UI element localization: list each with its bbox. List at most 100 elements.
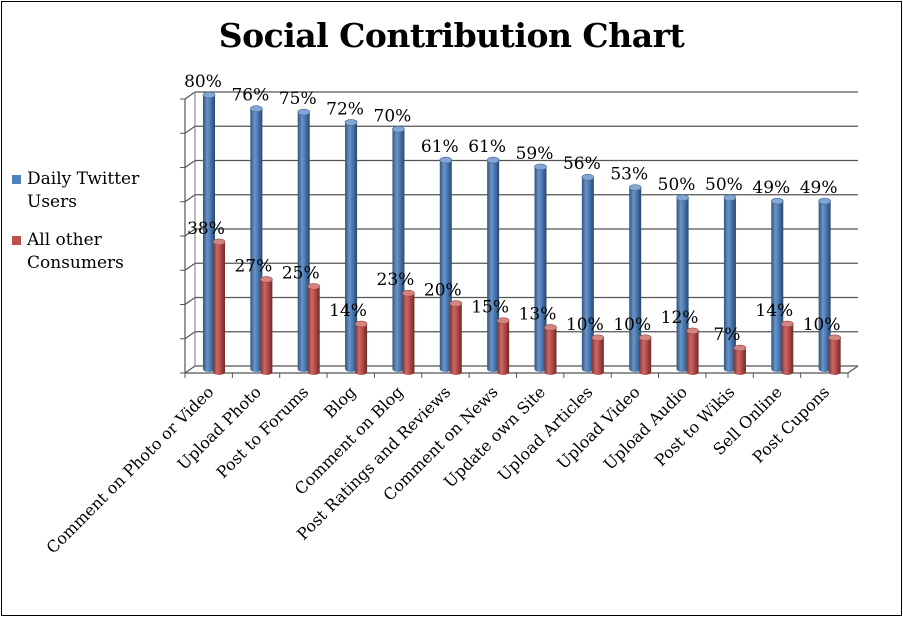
bar-others [781,324,794,375]
bar-twitter [629,187,642,372]
bar-twitter [534,166,547,372]
category-label: Upload Audio [600,382,691,473]
bar-cap [828,334,841,342]
bar-cap [676,194,689,202]
data-label: 75% [279,89,317,109]
bar-others [307,286,320,375]
bar-cap [260,276,273,283]
category-label: Comment on Photo or Video [43,382,218,557]
bar-twitter [345,122,358,373]
bar-cap [780,320,794,328]
bar-cap [638,334,652,342]
bar-twitter [203,95,215,373]
bar-twitter [392,129,405,372]
bar-cap [439,156,453,164]
bar-cap [344,119,358,126]
bar-others [639,337,652,375]
bar-twitter [771,201,784,372]
data-label: 72% [326,99,364,119]
bar-cap [496,317,510,324]
bar-cap [818,197,831,205]
bar-cap [212,238,226,246]
data-label: 76% [231,86,269,106]
category-label: Blog [320,382,359,421]
category-label: Upload Video [553,382,644,473]
data-label: 25% [282,263,320,283]
bar-cap [581,173,595,181]
bar-twitter [818,201,831,372]
data-label: 23% [377,270,415,290]
legend-label-others: All other Consumers [27,230,124,273]
bar-cap [544,324,557,331]
x-axis-side [847,365,859,374]
bar-others [828,337,841,375]
data-label: 59% [516,144,554,164]
bar-cap [202,91,216,99]
data-label: 38% [187,219,225,239]
chart-legend: Daily Twitter Users All other Consumers [12,168,177,290]
gridline-side [184,228,196,237]
data-label: 50% [705,175,743,195]
data-label: 7% [713,325,740,345]
bar-cap [297,108,311,116]
bar-others [591,337,604,375]
gridline-side [184,331,196,340]
data-label: 53% [610,164,648,184]
legend-swatch-twitter [12,175,21,184]
data-label: 13% [519,304,557,324]
chart-title: Social Contribution Chart [218,16,685,55]
bar-cap [686,327,699,335]
data-label: 14% [329,301,367,321]
gridline-side [184,297,196,306]
data-label: 49% [800,178,838,198]
legend-entry-twitter: Daily Twitter Users [12,168,177,214]
data-label: 10% [613,315,651,335]
bar-others [686,330,699,375]
bar-cap [723,194,737,202]
category-label: Upload Photo [174,382,265,473]
data-label: 50% [658,175,696,195]
data-label: 10% [803,315,841,335]
data-label: 14% [755,301,793,321]
bar-others [733,348,746,375]
legend-swatch-others [12,236,21,245]
bar-cap [392,125,405,133]
bar-others [449,303,462,375]
bar-others [260,279,273,375]
legend-label-twitter: Daily Twitter Users [27,169,140,212]
data-label: 49% [752,178,790,198]
bar-cap [250,105,263,113]
bar-twitter [250,108,263,372]
data-label: 10% [566,315,604,335]
bar-others [213,241,225,375]
bar-cap [733,344,747,352]
bar-others [497,320,510,375]
bar-twitter [439,160,452,372]
data-label: 61% [421,137,459,157]
legend-entry-others: All other Consumers [12,229,177,275]
bar-cap [354,320,368,328]
bar-twitter [487,160,500,372]
gridline-side [184,160,196,169]
bar-twitter [723,197,736,372]
bar-others [544,327,557,375]
gridline-side [184,91,196,100]
bar-cap [591,334,605,342]
bar-others [402,293,415,375]
bar-twitter [581,177,594,372]
data-label: 20% [424,281,462,301]
data-label: 61% [468,137,506,157]
bar-twitter [676,197,689,372]
bar-cap [628,184,642,191]
bar-cap [486,156,500,164]
data-label: 27% [234,257,272,277]
data-label: 12% [661,308,699,328]
gridline-side [184,194,196,203]
data-label: 80% [184,72,222,92]
bar-cap [449,300,463,307]
data-label: 15% [471,298,509,318]
bar-cap [307,283,321,290]
data-label: 70% [374,106,412,126]
bar-others [355,324,368,375]
